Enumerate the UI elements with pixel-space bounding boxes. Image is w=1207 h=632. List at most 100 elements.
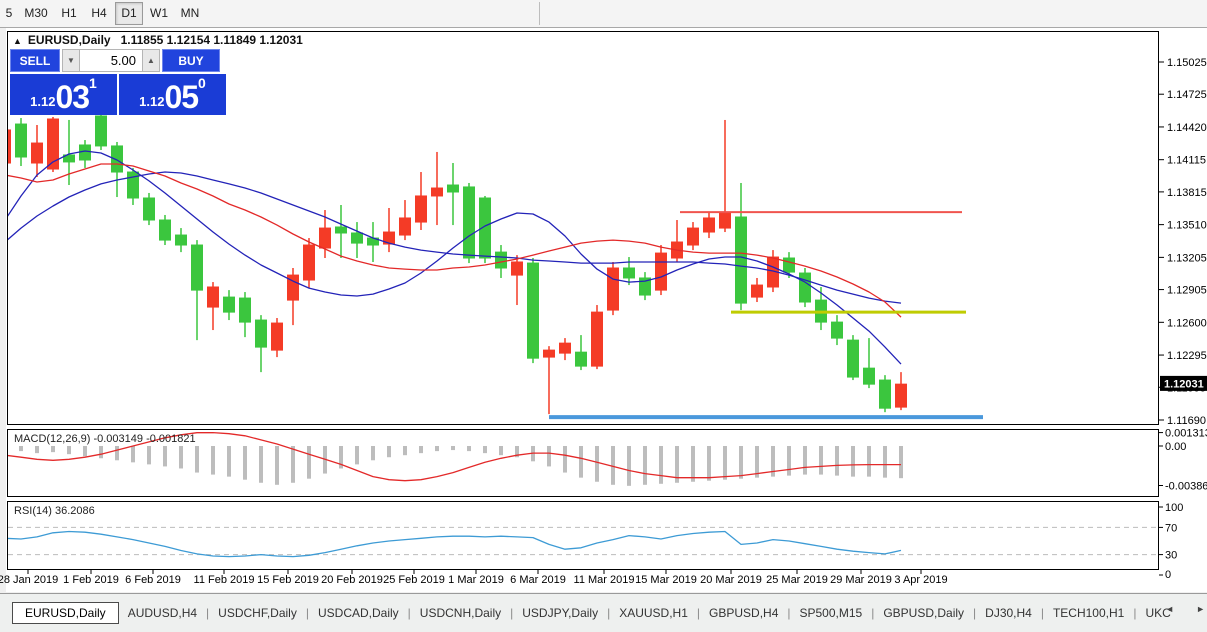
rsi-pane-frame (7, 501, 1159, 570)
volume-decrease-icon[interactable]: ▼ (62, 49, 80, 72)
sell-price-sup: 1 (89, 75, 97, 91)
candle-body (735, 216, 747, 304)
candle-body (607, 267, 619, 311)
candlestick-chart[interactable]: 1.15025 1.14725 1.14420 1.14115 1.13815 1.135… (0, 28, 1207, 592)
candle-body (687, 227, 699, 246)
price-axis-label: 1.12295 (1167, 350, 1207, 362)
buy-price-box[interactable]: 1.12 05 0 (119, 74, 226, 115)
buy-price-sup: 0 (198, 75, 206, 91)
candle-body (47, 118, 59, 170)
buy-button[interactable]: BUY (162, 49, 220, 72)
date-axis-label: 3 Apr 2019 (894, 574, 947, 586)
candle-body (31, 142, 43, 164)
candle-body (207, 286, 219, 308)
tab-audusd-h4[interactable]: AUDUSD,H4 (127, 606, 198, 620)
tab-dj30-h4[interactable]: DJ30,H4 (985, 606, 1032, 620)
tab-eurusd-daily[interactable]: EURUSD,Daily (12, 602, 119, 624)
timeframe-button-d1[interactable]: D1 (115, 2, 143, 25)
price-axis-label: 1.15025 (1167, 57, 1207, 69)
candle-body (863, 367, 875, 385)
candle-body (847, 339, 859, 378)
chart-symbol-label: EURUSD,Daily (27, 33, 111, 47)
tab-ukc[interactable]: UKC (1145, 606, 1171, 620)
timeframe-button-5[interactable]: 5 (5, 6, 13, 20)
candle-body (399, 217, 411, 236)
timeframe-toolbar: 5 M30 H1 H4 D1 W1 MN (0, 0, 1207, 28)
candle-body (639, 277, 651, 296)
rsi-scale-label: 70 (1165, 522, 1177, 534)
date-axis-label: 1 Feb 2019 (63, 574, 119, 586)
buy-price-small: 1.12 (139, 94, 165, 109)
price-axis-label: 1.13815 (1167, 187, 1207, 199)
candle-body (623, 267, 635, 279)
candle-body (799, 272, 811, 303)
price-axis-label: 1.14115 (1167, 155, 1206, 167)
price-axis-label: 1.12905 (1167, 285, 1207, 297)
candle-body (463, 186, 475, 259)
timeframe-button-w1[interactable]: W1 (150, 6, 168, 20)
sell-price-small: 1.12 (30, 94, 56, 109)
ma-line-red (8, 163, 902, 318)
tab-usdjpy-daily[interactable]: USDJPY,Daily (522, 606, 599, 620)
sell-button[interactable]: SELL (10, 49, 60, 72)
toolbar-separator (539, 2, 540, 25)
timeframe-button-h4[interactable]: H4 (91, 6, 107, 20)
date-axis-label: 1 Mar 2019 (448, 574, 504, 586)
tab-xauusd-h1[interactable]: XAUUSD,H1 (619, 606, 688, 620)
current-price-badge (1160, 375, 1207, 391)
candle-body (543, 349, 555, 358)
macd-signal-line (8, 431, 901, 482)
candle-body (351, 232, 363, 244)
price-axis-label: 1.12600 (1167, 317, 1207, 329)
rsi-line (8, 530, 902, 558)
tab-usdcad-daily[interactable]: USDCAD,Daily (317, 606, 399, 620)
tab-usdcnh-daily[interactable]: USDCNH,Daily (419, 606, 502, 620)
candle-body (159, 219, 171, 241)
sell-price-box[interactable]: 1.12 03 1 (10, 74, 117, 115)
candle-body (79, 144, 91, 161)
tab-tech100-h1[interactable]: TECH100,H1 (1052, 606, 1125, 620)
date-axis-label: 6 Mar 2019 (510, 574, 566, 586)
tab-scroll-right-icon[interactable]: ► (1196, 604, 1205, 614)
timeframe-button-mn[interactable]: MN (180, 6, 200, 20)
macd-scale-label: -0.00386 (1165, 481, 1207, 493)
chart-title: ▲ EURUSD,Daily 1.11855 1.12154 1.11849 1.1… (13, 33, 303, 47)
candle-body (127, 171, 139, 199)
chart-area[interactable]: 1.15025 1.14725 1.14420 1.14115 1.13815 1.135… (0, 28, 1207, 592)
candle-body (8, 129, 11, 164)
candle-body (223, 296, 235, 313)
collapse-icon[interactable]: ▲ (13, 36, 22, 46)
macd-scale-label: 0.00 (1165, 441, 1186, 453)
candle-body (703, 217, 715, 233)
macd-label: MACD(12,26,9) -0.003149 -0.001821 (14, 433, 196, 445)
price-axis-label: 1.13510 (1167, 220, 1207, 232)
date-axis-label: 15 Feb 2019 (257, 574, 319, 586)
candle-body (831, 321, 843, 339)
rsi-scale-label: 100 (1165, 502, 1183, 514)
price-axis-label: 1.14725 (1167, 89, 1207, 101)
candle-body (303, 244, 315, 281)
volume-increase-icon[interactable]: ▲ (142, 49, 160, 72)
tab-gbpusd-daily[interactable]: GBPUSD,Daily (883, 606, 965, 620)
candle-body (527, 262, 539, 359)
one-click-trade-panel: SELL ▼ 5.00 ▲ BUY 1.12 03 1 1.12 05 0 (10, 49, 226, 115)
timeframe-button-m30[interactable]: M30 (24, 6, 48, 20)
tab-sp500-m15[interactable]: SP500,M15 (799, 606, 863, 620)
candle-body (95, 115, 107, 147)
candle-body (271, 322, 283, 351)
candle-body (719, 211, 731, 229)
volume-field[interactable]: 5.00 (80, 49, 142, 72)
tab-separator: | (305, 606, 309, 620)
candle-body (175, 234, 187, 246)
candle-body (335, 226, 347, 234)
tab-usdchf-daily[interactable]: USDCHF,Daily (218, 606, 297, 620)
candle-body (15, 123, 27, 158)
date-axis-label: 25 Mar 2019 (766, 574, 828, 586)
timeframe-button-h1[interactable]: H1 (61, 6, 77, 20)
tab-gbpusd-h4[interactable]: GBPUSD,H4 (709, 606, 779, 620)
tab-scroll-left-icon[interactable]: ◄ (1165, 604, 1175, 614)
candle-body (783, 257, 795, 273)
ma-line-blue-fast (8, 150, 902, 365)
date-axis-label: 15 Mar 2019 (635, 574, 697, 586)
